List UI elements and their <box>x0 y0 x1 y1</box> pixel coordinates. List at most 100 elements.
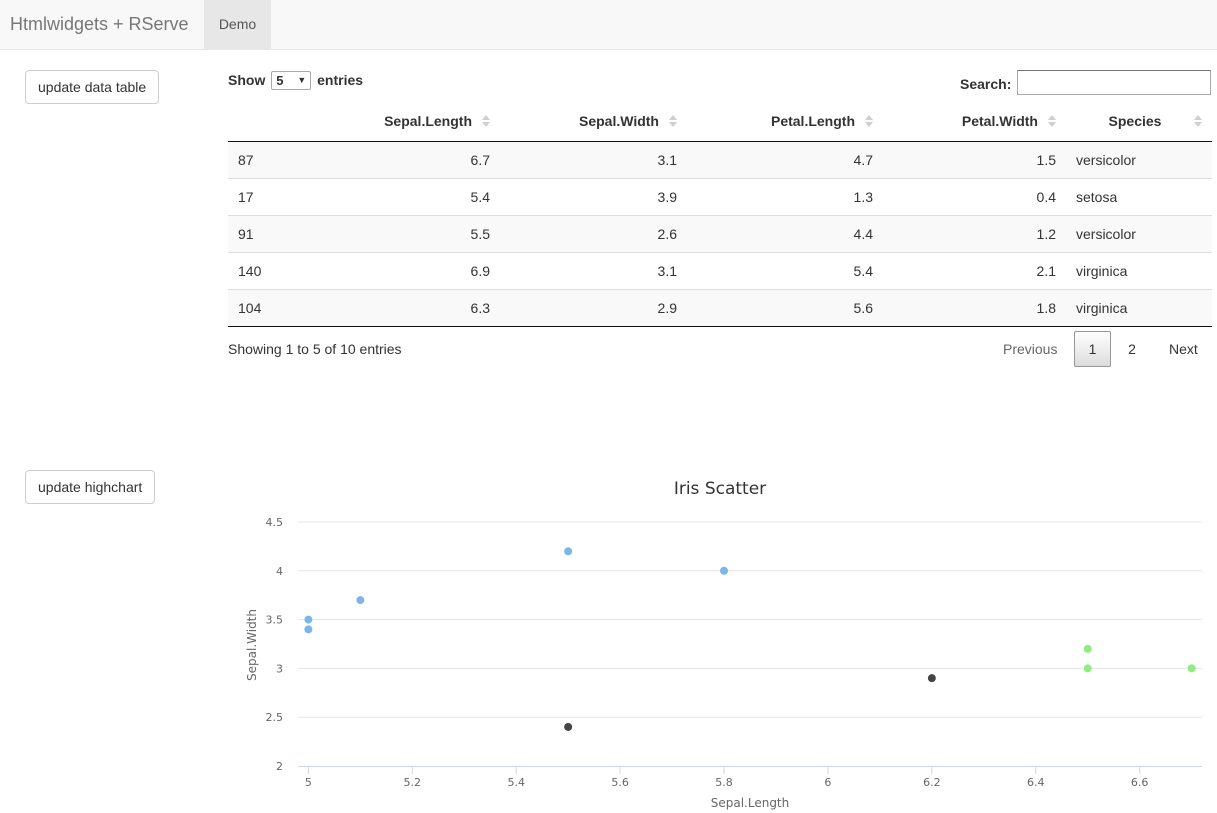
table-cell: 5.4 <box>341 177 500 215</box>
table-header-row: Sepal.Length Sepal.Width Petal.Length Pe… <box>228 102 1212 142</box>
data-point[interactable] <box>304 615 313 624</box>
table-cell: 2.9 <box>500 288 687 327</box>
table-cell: 17 <box>228 177 341 215</box>
column-header-sepal-length[interactable]: Sepal.Length <box>341 102 500 142</box>
pagination-page-1[interactable]: 1 <box>1074 331 1111 367</box>
column-header-species[interactable]: Species <box>1066 102 1212 142</box>
data-table: Sepal.Length Sepal.Width Petal.Length Pe… <box>228 102 1212 327</box>
table-row: 87 6.7 3.1 4.7 1.5 versicolor <box>228 141 1212 178</box>
x-tick-label: 5.6 <box>611 776 629 789</box>
table-cell: 140 <box>228 251 341 289</box>
data-point[interactable] <box>564 722 573 731</box>
table-cell: 1.5 <box>883 141 1066 178</box>
entries-label: entries <box>317 72 364 88</box>
table-cell: 6.3 <box>341 288 500 327</box>
table-cell: 5.5 <box>341 214 500 252</box>
tab-demo[interactable]: Demo <box>204 0 271 49</box>
chart-title: Iris Scatter <box>674 479 766 499</box>
table-cell: 2.6 <box>500 214 687 252</box>
table-row: 140 6.9 3.1 5.4 2.1 virginica <box>228 251 1212 289</box>
table-cell: 5.4 <box>687 251 883 289</box>
y-tick-label: 2.5 <box>266 711 284 724</box>
chart-grid <box>298 521 1202 718</box>
y-axis-label: Sepal.Width <box>245 609 259 681</box>
y-tick-label: 4 <box>276 565 283 578</box>
sort-icon <box>482 114 490 128</box>
table-info: Showing 1 to 5 of 10 entries <box>228 341 402 357</box>
entries-select[interactable]: 5 ▼ <box>271 70 312 90</box>
show-label: Show <box>228 72 266 88</box>
update-highchart-button[interactable]: update highchart <box>25 470 156 504</box>
y-tick-label: 2 <box>276 760 283 773</box>
y-tick-label: 4.5 <box>266 516 284 529</box>
table-cell: 4.4 <box>687 214 883 252</box>
data-point[interactable] <box>720 566 729 575</box>
pagination-next[interactable]: Next <box>1169 341 1198 357</box>
table-cell: 87 <box>228 141 341 178</box>
x-axis-ticks: 5 5.2 5.4 5.6 5.8 6 6.2 6.4 6.6 <box>305 766 1149 789</box>
table-row: 91 5.5 2.6 4.4 1.2 versicolor <box>228 214 1212 252</box>
y-tick-label: 3 <box>276 662 283 675</box>
table-cell: 3.1 <box>500 251 687 289</box>
column-header-petal-width[interactable]: Petal.Width <box>883 102 1066 142</box>
y-axis-ticks: 2 2.5 3 3.5 4 4.5 <box>266 516 284 773</box>
x-tick-label: 5.2 <box>404 776 422 789</box>
sort-icon <box>1048 114 1056 128</box>
x-axis-label: Sepal.Length <box>711 796 790 810</box>
x-tick-label: 5 <box>305 776 312 789</box>
entries-select-value: 5 <box>276 72 284 88</box>
table-cell: 1.2 <box>883 214 1066 252</box>
data-point[interactable] <box>927 674 936 683</box>
table-cell: 6.7 <box>341 141 500 178</box>
navbar-brand[interactable]: Htmlwidgets + RServe <box>10 14 189 34</box>
pagination-page-2[interactable]: 2 <box>1128 341 1136 357</box>
navbar: Htmlwidgets + RServe Demo <box>0 0 1217 50</box>
x-tick-label: 5.8 <box>715 776 733 789</box>
table-cell: 104 <box>228 288 341 327</box>
data-point[interactable] <box>304 625 313 634</box>
pagination-previous[interactable]: Previous <box>1003 341 1058 357</box>
table-cell: 1.8 <box>883 288 1066 327</box>
table-cell: versicolor <box>1066 141 1212 178</box>
search-label: Search: <box>960 76 1012 93</box>
table-cell: versicolor <box>1066 214 1212 252</box>
table-cell: 3.1 <box>500 141 687 178</box>
x-tick-label: 6.2 <box>923 776 941 789</box>
dropdown-arrow-icon: ▼ <box>297 74 307 85</box>
sort-icon <box>669 114 677 128</box>
entries-length-control: Show 5 ▼ entries <box>228 70 363 92</box>
sort-icon <box>1194 114 1202 128</box>
table-cell: 6.9 <box>341 251 500 289</box>
x-tick-label: 6.6 <box>1131 776 1149 789</box>
table-cell: 5.6 <box>687 288 883 327</box>
x-tick-label: 6 <box>824 776 831 789</box>
table-cell: virginica <box>1066 288 1212 327</box>
column-header-rowname[interactable] <box>228 102 341 142</box>
data-point[interactable] <box>564 547 573 556</box>
data-point[interactable] <box>1187 664 1196 673</box>
table-cell: 2.1 <box>883 251 1066 289</box>
scatter-chart: Iris Scatter 2 2.5 3 3.5 4 4.5 5 5.2 5.4 5.6 5.8 6… <box>245 479 1202 810</box>
table-cell: 3.9 <box>500 177 687 215</box>
data-point[interactable] <box>1083 664 1092 673</box>
y-tick-label: 3.5 <box>266 614 284 627</box>
table-cell: 4.7 <box>687 141 883 178</box>
chart-points <box>304 547 1196 731</box>
table-cell: 1.3 <box>687 177 883 215</box>
sort-icon <box>865 114 873 128</box>
search-control: Search: <box>960 70 1011 96</box>
search-input[interactable] <box>1017 70 1211 95</box>
data-point[interactable] <box>356 596 365 605</box>
table-cell: setosa <box>1066 177 1212 215</box>
column-header-sepal-width[interactable]: Sepal.Width <box>500 102 687 142</box>
x-tick-label: 5.4 <box>507 776 525 789</box>
x-tick-label: 6.4 <box>1027 776 1045 789</box>
column-header-petal-length[interactable]: Petal.Length <box>687 102 883 142</box>
data-point[interactable] <box>1083 644 1092 653</box>
table-cell: virginica <box>1066 251 1212 289</box>
table-row: 17 5.4 3.9 1.3 0.4 setosa <box>228 177 1212 215</box>
update-data-table-button[interactable]: update data table <box>25 70 160 104</box>
table-cell: 91 <box>228 214 341 252</box>
table-cell: 0.4 <box>883 177 1066 215</box>
table-row: 104 6.3 2.9 5.6 1.8 virginica <box>228 288 1212 327</box>
